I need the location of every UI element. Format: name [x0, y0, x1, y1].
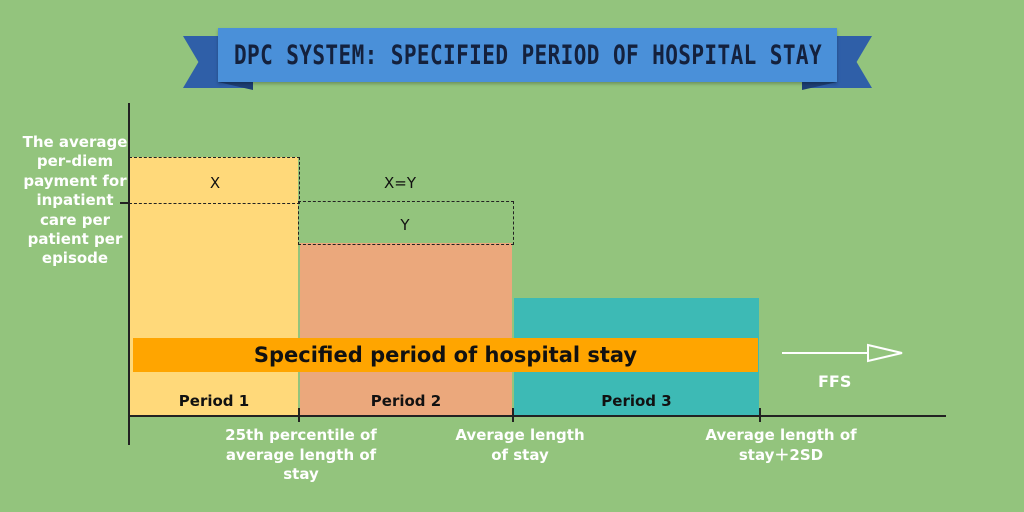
period-3-label: Period 3 [601, 392, 672, 410]
ffs-arrow-icon [782, 343, 903, 363]
x-tick-label-25th: 25th percentile of average length of sta… [225, 426, 377, 483]
x-tick-label-average: Average length of stay [455, 426, 585, 464]
band-label: Specified period of hospital stay [253, 343, 638, 367]
x-tick-label-average-2sd: Average length of stay＋2SD [705, 426, 857, 464]
x-label: X [209, 174, 221, 192]
x-tick-average-2sd [759, 408, 761, 422]
specified-period-band: Specified period of hospital stay [133, 338, 758, 372]
ffs-label: FFS [818, 372, 852, 391]
y-axis [128, 103, 130, 445]
period-1-label: Period 1 [178, 392, 250, 410]
x-tick-25th [298, 408, 300, 422]
page-title: DPC SYSTEM: SPECIFIED PERIOD OF HOSPITAL… [233, 39, 822, 71]
y-reference-dashed-box [298, 201, 514, 245]
y-label: Y [400, 216, 410, 234]
title-banner: DPC SYSTEM: SPECIFIED PERIOD OF HOSPITAL… [218, 28, 837, 82]
x-tick-average [512, 408, 514, 422]
banner-fold-left [218, 82, 253, 90]
x-axis [128, 415, 946, 417]
period-2-label: Period 2 [370, 392, 442, 410]
y-axis-tick [120, 202, 130, 204]
x-equals-y-label: X=Y [383, 174, 416, 192]
banner-fold-right [802, 82, 837, 90]
period-1-bar [130, 157, 298, 415]
y-axis-label: The average per-diem payment for inpatie… [22, 133, 128, 268]
period-2-bar [300, 243, 512, 415]
